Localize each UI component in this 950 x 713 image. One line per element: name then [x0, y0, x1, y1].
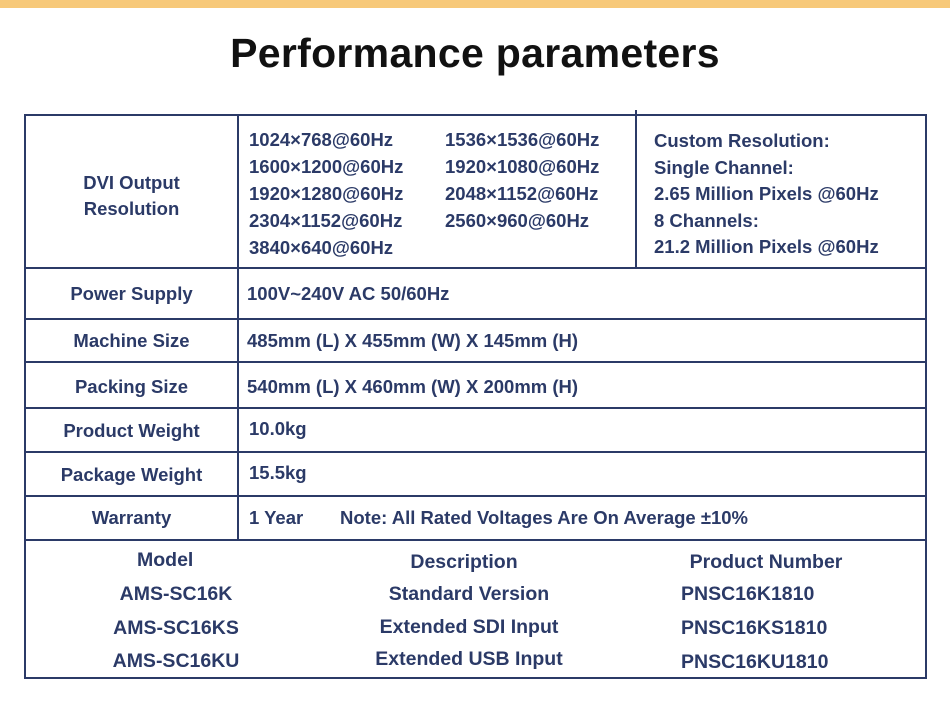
product-weight-value: 10.0kg: [249, 418, 307, 439]
product-weight-label: Product Weight: [63, 420, 200, 441]
row-divider: [26, 495, 925, 497]
resolution-item: 1024×768@60Hz: [249, 129, 394, 150]
row-divider: [26, 539, 925, 541]
description-cell: Extended USB Input: [375, 648, 563, 670]
product-number-header: Product Number: [689, 551, 843, 573]
model-cell: AMS-SC16KS: [113, 617, 239, 639]
model-header: Model: [137, 549, 194, 571]
product-number-cell: PNSC16KU1810: [681, 651, 829, 673]
description-cell: Extended SDI Input: [379, 616, 559, 638]
description-cell: Standard Version: [388, 583, 550, 605]
row-divider: [26, 451, 925, 453]
row-divider: [26, 407, 925, 409]
row-divider: [26, 361, 925, 363]
resolution-item: 1600×1200@60Hz: [249, 156, 404, 177]
resolution-list-1: 1024×768@60Hz 1600×1200@60Hz 1920×1280@6…: [249, 126, 403, 261]
power-supply-label: Power Supply: [70, 283, 193, 304]
warranty-value: 1 Year: [249, 507, 304, 528]
model-cell: AMS-SC16KU: [112, 650, 240, 672]
power-supply-value: 100V~240V AC 50/60Hz: [247, 283, 450, 304]
packing-size-label: Packing Size: [74, 376, 189, 397]
resolution-item: 1920×1280@60Hz: [249, 183, 404, 204]
column-divider: [635, 110, 637, 267]
row-divider: [26, 318, 925, 320]
spec-table: DVI Output Resolution 1024×768@60Hz 1600…: [24, 110, 927, 679]
machine-size-value: 485mm (L) X 455mm (W) X 145mm (H): [247, 330, 579, 351]
model-cell: AMS-SC16K: [119, 583, 233, 605]
warranty-label: Warranty: [91, 507, 172, 528]
description-header: Description: [410, 551, 518, 573]
resolution-item: 2048×1152@60Hz: [445, 183, 599, 204]
resolution-item: 2560×960@60Hz: [445, 210, 590, 231]
resolution-item: 3840×640@60Hz: [249, 237, 394, 258]
custom-resolution-info: Custom Resolution: Single Channel: 2.65 …: [654, 130, 879, 257]
row-divider: [26, 267, 925, 269]
machine-size-label: Machine Size: [73, 330, 190, 351]
packing-size-value: 540mm (L) X 460mm (W) X 200mm (H): [247, 376, 579, 397]
package-weight-value: 15.5kg: [249, 462, 307, 483]
resolution-item: 2304×1152@60Hz: [249, 210, 403, 231]
dvi-output-label: DVI Output Resolution: [83, 172, 180, 219]
column-divider: [237, 116, 239, 539]
page-title: Performance parameters: [230, 30, 720, 76]
product-number-cell: PNSC16KS1810: [681, 617, 828, 639]
resolution-item: 1920×1080@60Hz: [445, 156, 600, 177]
top-accent-bar: [0, 0, 950, 8]
voltage-note: Note: All Rated Voltages Are On Average …: [340, 507, 749, 528]
resolution-list-2: 1536×1536@60Hz 1920×1080@60Hz 2048×1152@…: [445, 126, 599, 234]
product-number-cell: PNSC16K1810: [681, 583, 815, 605]
package-weight-label: Package Weight: [60, 464, 203, 485]
resolution-item: 1536×1536@60Hz: [445, 129, 600, 150]
